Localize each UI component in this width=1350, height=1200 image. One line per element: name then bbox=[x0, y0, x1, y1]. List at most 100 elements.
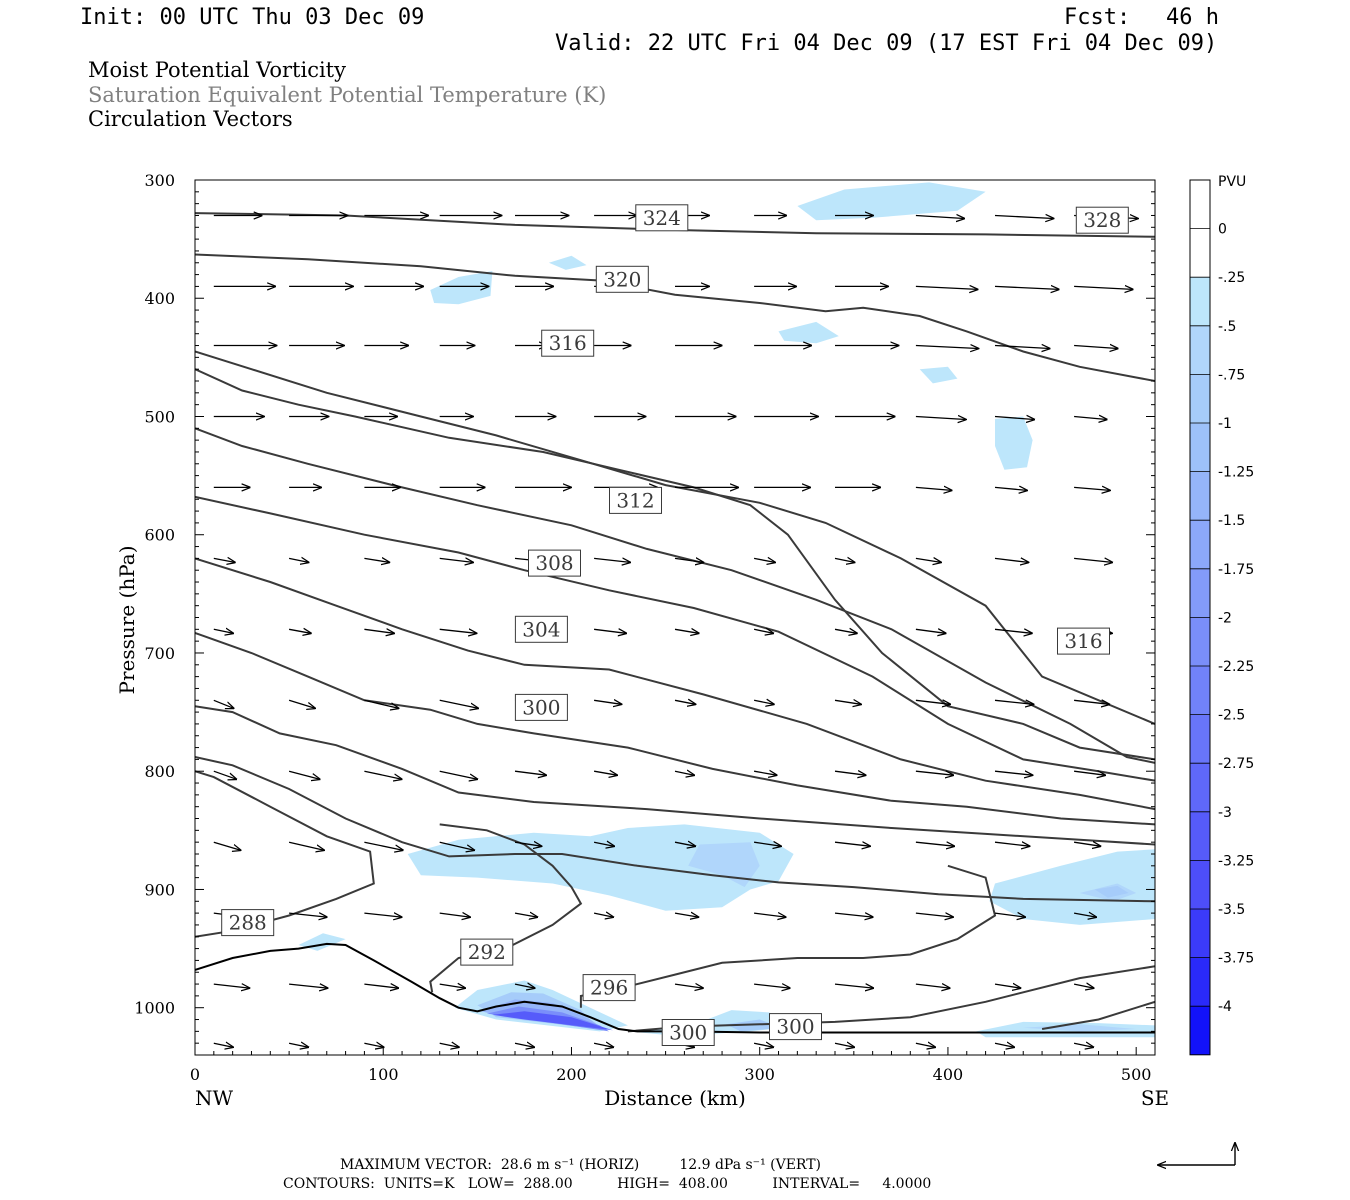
pv-region-2 bbox=[548, 255, 587, 270]
vector-arrow bbox=[994, 286, 1059, 289]
vector-arrow bbox=[674, 771, 694, 775]
vector-arrow bbox=[674, 558, 703, 562]
plot-frame bbox=[194, 179, 1156, 1056]
contour-label-box bbox=[1075, 206, 1129, 234]
colorbar-swatch bbox=[1190, 325, 1210, 375]
colorbar-label: 0 bbox=[1218, 222, 1227, 238]
isentrope-4 bbox=[195, 427, 1155, 764]
vector-arrow bbox=[1154, 558, 1155, 560]
colorbar-label: -2.75 bbox=[1218, 756, 1254, 772]
isentrope-7 bbox=[195, 631, 1155, 826]
vector-arrow bbox=[1074, 346, 1118, 349]
vector-arrow bbox=[994, 984, 1020, 988]
vector-arrow bbox=[674, 984, 703, 988]
vector-arrow bbox=[439, 558, 473, 562]
isentrope-5 bbox=[195, 495, 1155, 782]
y-tick-label: 500 bbox=[144, 407, 175, 426]
y-tick-label: 700 bbox=[144, 644, 175, 663]
x-end-label-left: NW bbox=[195, 1086, 234, 1110]
vector-arrow bbox=[994, 1043, 1014, 1047]
vector-arrow bbox=[514, 842, 542, 846]
vector-arrow bbox=[439, 913, 470, 917]
vector-arrow bbox=[1074, 487, 1110, 490]
contour-label-box bbox=[609, 486, 662, 514]
vector-arrow bbox=[834, 558, 855, 562]
pv-region-6 bbox=[407, 824, 794, 911]
vector-arrow bbox=[364, 770, 401, 779]
colorbar-label: -3.75 bbox=[1218, 951, 1254, 967]
isentrope-304-lower bbox=[1041, 1000, 1155, 1030]
vector-arrow bbox=[213, 984, 250, 988]
contour-label: 300 bbox=[776, 1015, 814, 1039]
vector-arrow bbox=[1074, 771, 1105, 775]
x-axis-label: Distance (km) bbox=[604, 1086, 746, 1110]
vector-arrow bbox=[213, 699, 234, 708]
vector-arrow bbox=[674, 913, 698, 917]
contour-label: 296 bbox=[590, 976, 628, 1000]
y-tick-label: 300 bbox=[144, 171, 175, 190]
vector-arrow bbox=[1074, 700, 1109, 704]
vector-arrow bbox=[593, 842, 614, 846]
terrain-line bbox=[194, 942, 1155, 1034]
vector-arrow bbox=[915, 700, 950, 704]
vector-arrow bbox=[439, 841, 475, 850]
colorbar-swatch bbox=[1190, 228, 1210, 278]
vector-arrow bbox=[288, 558, 309, 562]
vector-arrow bbox=[1154, 842, 1155, 843]
vector-arrow bbox=[364, 984, 398, 988]
contour-label: 328 bbox=[1083, 208, 1121, 232]
vector-arrow bbox=[915, 913, 953, 917]
pv-core-8 bbox=[1023, 1024, 1137, 1032]
y-tick-label: 1000 bbox=[134, 999, 175, 1018]
vector-arrow bbox=[753, 629, 773, 633]
contour-label: 312 bbox=[616, 488, 654, 512]
colorbar-title: PVU bbox=[1218, 174, 1246, 190]
vector-arrow bbox=[834, 629, 857, 633]
isentrope-6 bbox=[195, 557, 1155, 811]
vector-arrow bbox=[834, 913, 873, 917]
contour-label-box bbox=[514, 615, 568, 643]
colorbar-label: -3 bbox=[1218, 805, 1232, 821]
vector-arrow bbox=[288, 699, 315, 708]
vector-arrow bbox=[439, 770, 478, 779]
vector-arrow bbox=[1154, 416, 1155, 418]
pv-core-6 bbox=[492, 1011, 613, 1031]
vector-arrow bbox=[994, 700, 1033, 704]
vector-arrow bbox=[1154, 345, 1155, 347]
pv-region-5 bbox=[995, 416, 1033, 470]
vector-arrow bbox=[514, 771, 546, 775]
colorbar-label: -1.5 bbox=[1218, 513, 1245, 529]
colorbar-label: -2.25 bbox=[1218, 659, 1254, 675]
vector-arrow bbox=[593, 771, 617, 775]
colorbar-label: -4 bbox=[1218, 999, 1232, 1015]
colorbar-label: -.25 bbox=[1218, 270, 1245, 286]
vector-arrow bbox=[915, 487, 952, 490]
vector-arrow bbox=[915, 558, 941, 562]
vector-arrow bbox=[289, 913, 327, 917]
colorbar-label: -1.25 bbox=[1218, 465, 1254, 481]
colorbar-swatch bbox=[1190, 811, 1210, 861]
vector-arrow bbox=[514, 1043, 534, 1047]
colorbar-swatch bbox=[1190, 180, 1210, 229]
vector-arrow bbox=[439, 984, 466, 988]
colorbar-label: -2 bbox=[1218, 610, 1232, 626]
contour-label-box bbox=[221, 909, 275, 937]
x-tick-label: 200 bbox=[556, 1065, 587, 1084]
vector-arrow bbox=[834, 700, 861, 704]
x-tick-label: 0 bbox=[190, 1065, 200, 1084]
vector-arrow bbox=[439, 629, 477, 633]
contour-label-box bbox=[635, 204, 689, 232]
vector-arrow bbox=[915, 771, 953, 775]
vector-arrow bbox=[994, 629, 1032, 633]
vector-arrow bbox=[1154, 913, 1155, 914]
vector-arrow bbox=[674, 629, 699, 633]
pv-colorbar: PVU 0 -.25 -.5 -.75 -1 -1.25 -1.5 -1.75 -2 -2.25 -2… bbox=[1189, 174, 1254, 1056]
vector-arrow bbox=[594, 700, 621, 704]
field-title-mpv: Moist Potential Vorticity bbox=[88, 58, 346, 82]
pv-region-4 bbox=[919, 366, 958, 384]
contour-label: 324 bbox=[643, 206, 681, 230]
vector-arrow bbox=[364, 699, 398, 708]
colorbar-label: -1 bbox=[1218, 416, 1232, 432]
vector-arrow bbox=[514, 913, 537, 917]
